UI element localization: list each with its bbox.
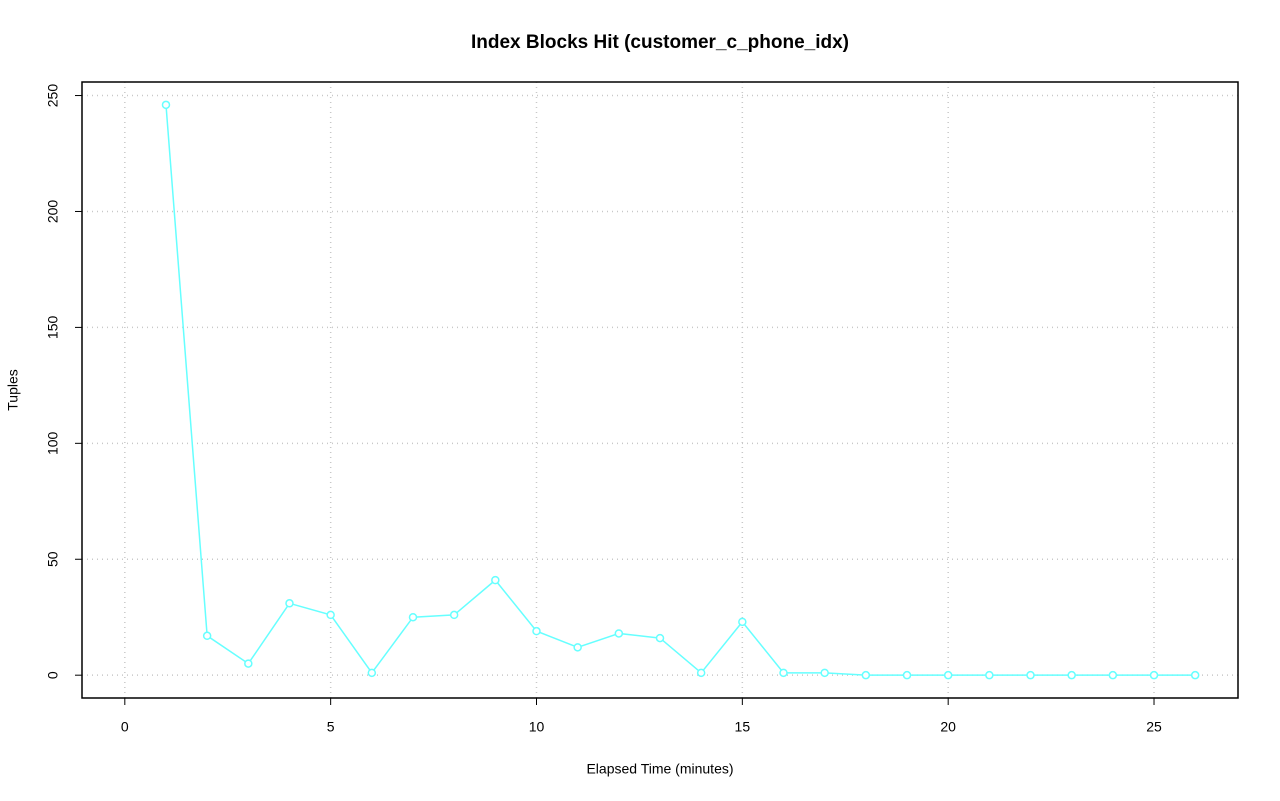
x-tick-label: 10 (529, 719, 545, 735)
series-line (165, 104, 1196, 676)
chart-title: Index Blocks Hit (customer_c_phone_idx) (471, 32, 849, 53)
data-point (861, 670, 871, 680)
data-point (1108, 670, 1118, 680)
data-point (326, 610, 335, 620)
data-point (655, 633, 665, 643)
y-tick-label: 250 (45, 84, 61, 108)
x-tick-label: 20 (940, 719, 956, 735)
data-point (779, 668, 788, 678)
data-point (696, 668, 706, 678)
data-point (943, 670, 953, 680)
y-axis-label: Tuples (5, 369, 21, 411)
data-point (820, 668, 829, 678)
plot-frame (81, 81, 1239, 699)
data-point (244, 659, 253, 668)
data-point (202, 631, 212, 641)
data-point (738, 617, 747, 627)
data-point (573, 643, 582, 652)
data-point (367, 668, 377, 678)
data-point (491, 575, 500, 585)
x-tick-label: 25 (1146, 719, 1162, 735)
data-point (1190, 670, 1200, 680)
y-tick-label: 200 (45, 200, 61, 224)
y-tick-label: 0 (45, 671, 61, 679)
data-point (449, 610, 459, 620)
x-axis-label: Elapsed Time (minutes) (586, 761, 733, 777)
data-point (161, 100, 171, 110)
data-point (1149, 670, 1159, 680)
data-point (985, 670, 994, 680)
data-point (1067, 670, 1076, 680)
x-tick-label: 5 (327, 719, 335, 735)
data-point (285, 599, 294, 608)
data-point (532, 626, 541, 636)
data-point (1026, 670, 1035, 680)
y-tick-label: 100 (45, 431, 61, 455)
data-point (614, 629, 624, 638)
x-tick-label: 15 (735, 719, 751, 735)
y-tick-label: 50 (45, 551, 61, 567)
data-point (902, 670, 912, 680)
y-tick-label: 150 (45, 316, 61, 340)
data-point (408, 612, 418, 622)
x-tick-label: 0 (121, 719, 129, 735)
